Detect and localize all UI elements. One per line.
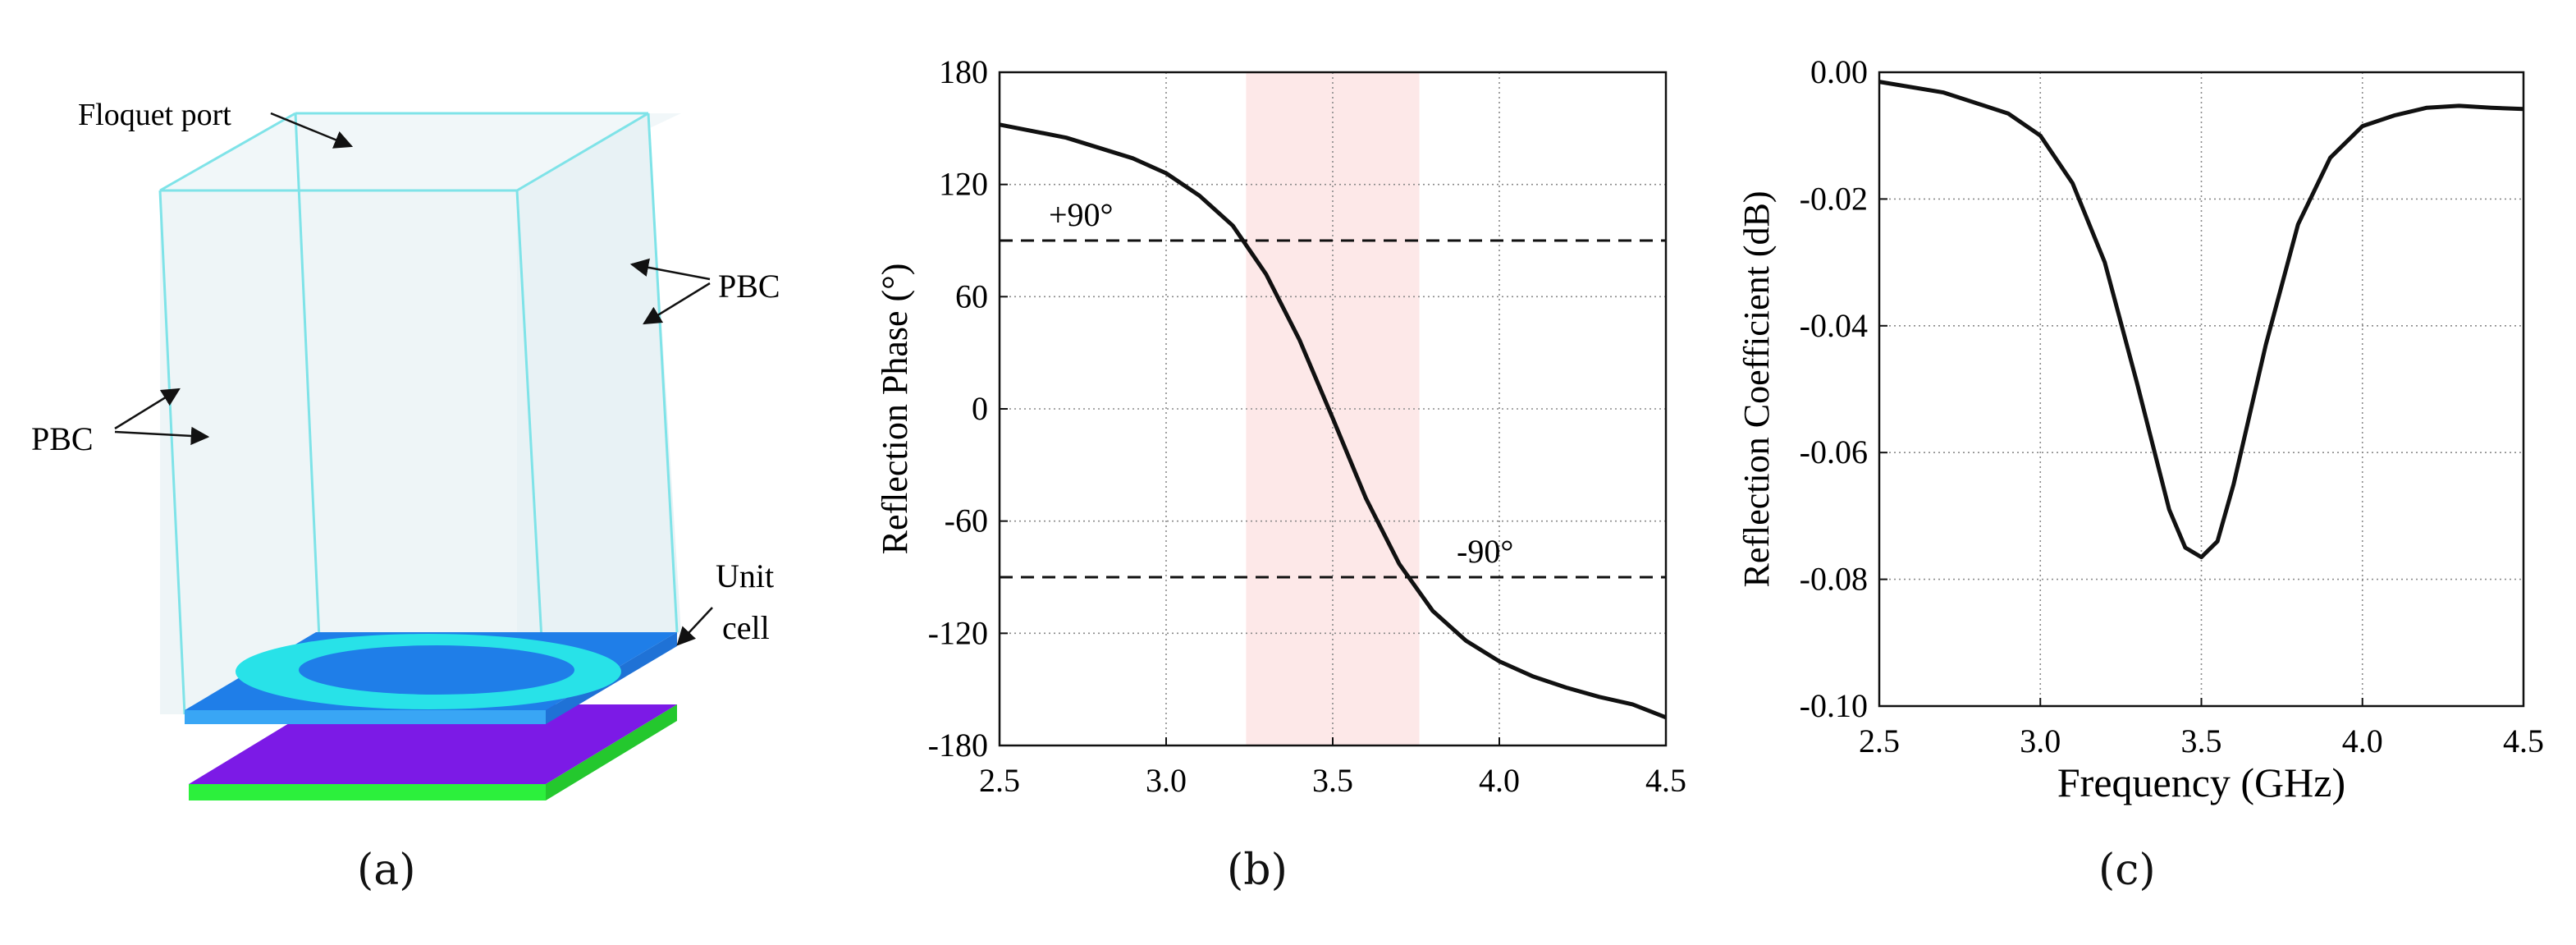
x-tick-label: 4.5 xyxy=(1645,762,1686,799)
y-tick-label: -120 xyxy=(928,614,988,651)
y-tick-label: 180 xyxy=(939,53,988,90)
plot-frame xyxy=(1878,71,2525,708)
x-tick-label: 2.5 xyxy=(979,762,1020,799)
y-tick-label: 0.00 xyxy=(1810,53,1868,90)
x-axis-label: Frequency (GHz) xyxy=(2057,759,2345,805)
x-tick-label: 2.5 xyxy=(1859,723,1900,759)
arrow-pbc-left-1 xyxy=(114,388,181,430)
y-tick-label: -0.10 xyxy=(1800,687,1868,724)
y-tick-label: 0 xyxy=(972,390,988,427)
figure-label-a: (a) xyxy=(357,846,416,895)
y-tick-label: -60 xyxy=(945,502,988,539)
x-tick-label: 4.0 xyxy=(2342,723,2383,759)
panel-a-unit-cell-illustration: Floquet port PBC PBC Unit cell xyxy=(0,0,821,942)
x-tick-label: 4.0 xyxy=(1479,762,1520,799)
annotation-floquet-port: Floquet port xyxy=(78,98,231,132)
unit-cell-drawing: Floquet port PBC PBC Unit cell xyxy=(31,98,780,800)
series-line xyxy=(1878,80,2524,560)
figure-label-c: (c) xyxy=(2098,846,2156,895)
x-tick-label: 4.5 xyxy=(2503,723,2544,759)
reflection-phase-chart-svg: 2.5 3.0 3.5 4.0 4.5 180 120 60 0 -60 -120 -180 +90° -… xyxy=(875,53,1686,799)
y-tick-label: 60 xyxy=(955,278,988,314)
y-axis-label: Reflection Coefficient (dB) xyxy=(1736,190,1777,587)
annotation-pbc-left: PBC xyxy=(31,420,94,457)
reflection-coefficient-chart-svg: 2.5 3.0 3.5 4.0 4.5 0.00 -0.02 -0.04 -0.06 -0.08 -… xyxy=(1736,53,2544,805)
x-tick-label: 3.0 xyxy=(1146,762,1187,799)
panel-c-reflection-coefficient-chart: 2.5 3.0 3.5 4.0 4.5 0.00 -0.02 -0.04 -0.06 -0.08 -… xyxy=(1723,0,2576,942)
annotation-unit-cell-line1: Unit xyxy=(716,557,774,594)
y-tick-label: -0.08 xyxy=(1800,561,1868,598)
x-tick-label: 3.0 xyxy=(2020,723,2061,759)
x-tick-label: 3.5 xyxy=(1312,762,1353,799)
arrow-pbc-left-2 xyxy=(114,426,210,446)
airbox-edges xyxy=(158,112,679,715)
reference-line-label: -90° xyxy=(1457,533,1513,570)
annotation-pbc-right: PBC xyxy=(718,268,780,305)
y-tick-label: -180 xyxy=(928,727,988,764)
ground-plane-front xyxy=(189,784,546,800)
y-axis-label: Reflection Phase (°) xyxy=(875,264,915,555)
panel-b-reflection-phase-chart: 2.5 3.0 3.5 4.0 4.5 180 120 60 0 -60 -120 -180 +90° -… xyxy=(821,0,1723,942)
y-tick-label: -0.04 xyxy=(1800,307,1868,344)
plot-frame xyxy=(998,71,1668,747)
figure-label-b: (b) xyxy=(1227,846,1288,895)
arrow-pbc-right-1 xyxy=(629,258,711,281)
y-tick-label: -0.06 xyxy=(1800,434,1868,470)
arrow-unit-cell xyxy=(676,607,713,646)
arrow-pbc-right-2 xyxy=(643,282,711,325)
airbox-body xyxy=(160,190,517,714)
y-tick-label: 120 xyxy=(939,166,988,203)
substrate xyxy=(189,704,677,784)
y-tick-label: -0.02 xyxy=(1800,180,1868,217)
ground-plane-side xyxy=(546,704,677,800)
x-tick-label: 3.5 xyxy=(2181,723,2222,759)
patch-layer-front xyxy=(185,710,546,724)
arrow-floquet-port xyxy=(270,112,354,149)
ring-inner-patch xyxy=(299,645,574,695)
annotation-unit-cell-line2: cell xyxy=(722,609,770,646)
series-line xyxy=(999,122,1667,720)
reference-line-label: +90° xyxy=(1049,196,1114,233)
